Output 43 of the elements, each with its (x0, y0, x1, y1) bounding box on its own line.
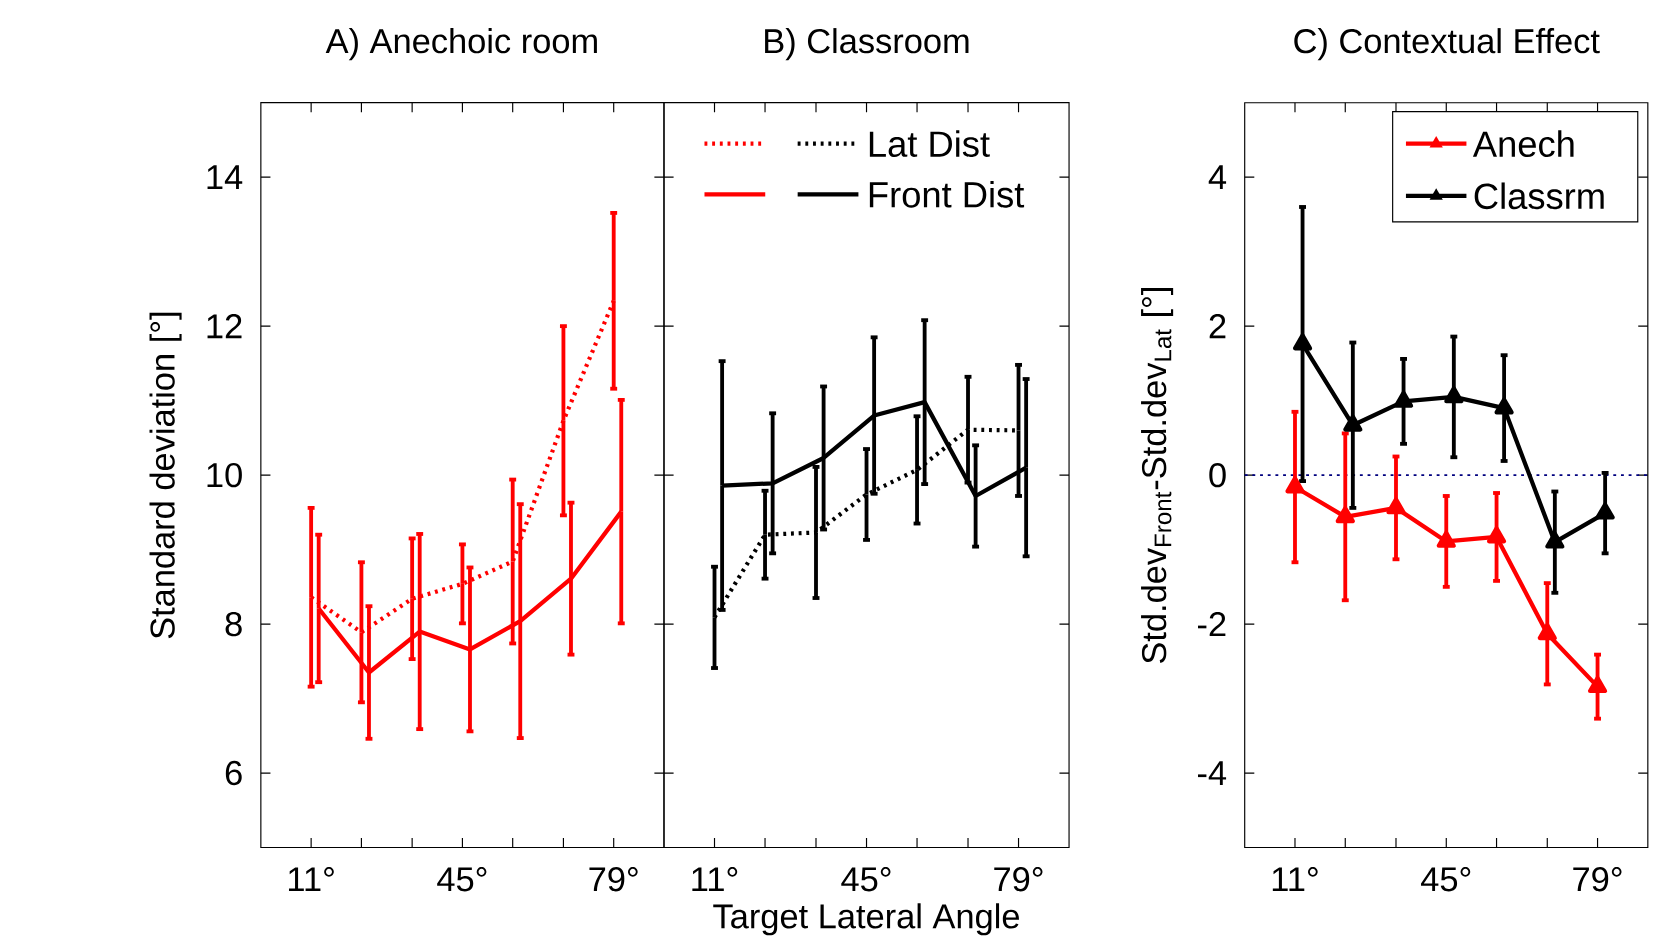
x-tick-label: 11° (1272, 866, 1318, 891)
point (1292, 333, 1313, 351)
point (1285, 476, 1305, 494)
y-tick-label: 6 (225, 760, 242, 786)
y-tick-label: -4 (1198, 761, 1227, 785)
point (1393, 390, 1414, 408)
x-axis-title: Target Lateral Angle (713, 903, 1019, 936)
x-tick-label: 79° (589, 866, 638, 892)
chart-title: A) Anechoic room (325, 27, 597, 61)
point (1436, 530, 1456, 548)
point (1545, 531, 1565, 549)
point (1386, 496, 1406, 515)
x-tick-label: 45° (437, 866, 487, 892)
y-tick-label: 8 (225, 611, 242, 637)
x-tick-label: 45° (841, 866, 891, 892)
point (1587, 675, 1608, 693)
y-tick-label: -2 (1198, 611, 1226, 636)
legend-label: Front Dist (869, 180, 1025, 208)
point (1343, 414, 1363, 432)
x-tick-label: 45° (1421, 866, 1471, 892)
y-tick-label: 14 (207, 165, 243, 189)
legend-label: Lat Dist (869, 130, 990, 157)
y-axis-title: Std.dev$_{Front}$-Std.dev$_{Lat}$ [°] (1141, 287, 1174, 663)
point (1486, 526, 1507, 544)
y-tick-label: 10 (207, 462, 242, 488)
point (1537, 622, 1557, 641)
y-tick-label: 0 (1209, 462, 1226, 488)
x-tick-label: 11° (288, 866, 334, 891)
legend-label: Classrm (1474, 182, 1604, 209)
y-axis-title: Standard deviation [°] (149, 312, 182, 639)
point (1444, 386, 1464, 404)
x-tick-label: 79° (994, 866, 1043, 892)
y-tick-label: 2 (1209, 313, 1226, 339)
point (1335, 505, 1355, 524)
x-tick-label: 11° (692, 866, 738, 891)
y-tick-label: 12 (207, 313, 242, 339)
legend-label: Anech (1472, 130, 1574, 157)
x-tick-label: 79° (1573, 866, 1622, 892)
point (1595, 502, 1615, 520)
y-tick-label: 4 (1208, 165, 1227, 189)
chart-title: B) Classroom (765, 27, 969, 61)
chart-title: C) Contextual Effect (1294, 27, 1600, 61)
point (1494, 397, 1514, 415)
